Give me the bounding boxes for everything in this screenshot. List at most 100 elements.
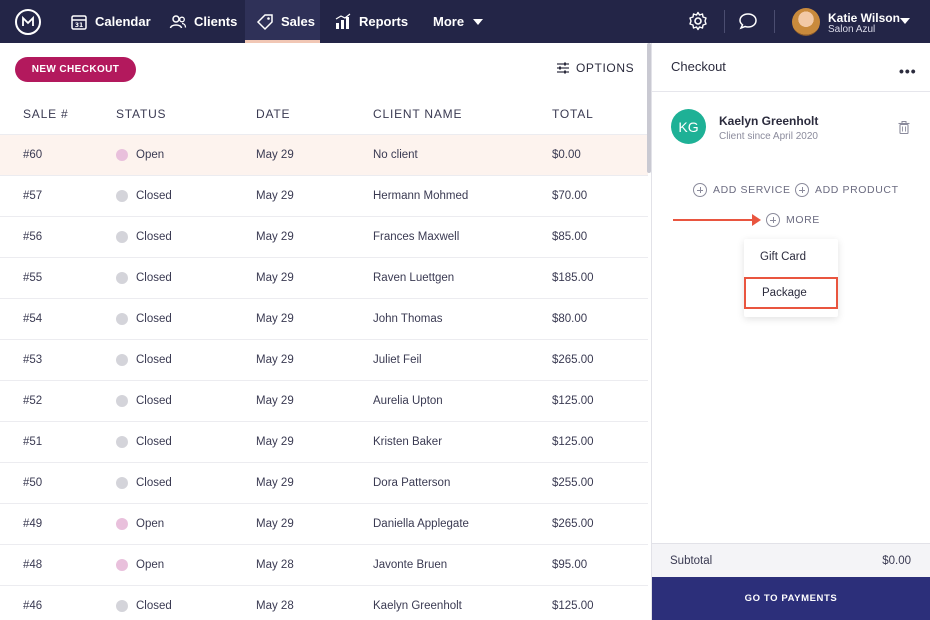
sale-total: $255.00 — [552, 477, 594, 489]
table-row[interactable]: #50 Closed May 29 Dora Patterson $255.00 — [0, 462, 648, 503]
chat-icon[interactable] — [738, 11, 758, 31]
nav-more[interactable]: More — [433, 0, 484, 43]
sale-number: #46 — [23, 600, 43, 612]
status-text: Closed — [136, 395, 172, 407]
status-dot-icon — [116, 436, 128, 448]
nav-more-label: More — [433, 14, 465, 29]
sale-total: $0.00 — [552, 149, 581, 161]
nav-clients[interactable]: Clients — [169, 0, 237, 43]
gear-icon[interactable] — [688, 11, 708, 31]
status-dot-icon — [116, 149, 128, 161]
more-label: MORE — [786, 214, 820, 226]
menu-item-package[interactable]: Package — [744, 277, 838, 309]
client-name-cell: Frances Maxwell — [373, 231, 460, 243]
status-text: Closed — [136, 231, 172, 243]
table-row[interactable]: #51 Closed May 29 Kristen Baker $125.00 — [0, 421, 648, 462]
client-avatar: KG — [671, 109, 706, 144]
table-row[interactable]: #60 Open May 29 No client $0.00 — [0, 134, 648, 175]
subtotal-bar: Subtotal $0.00 — [652, 543, 930, 577]
add-service-button[interactable]: ADD SERVICE — [693, 183, 791, 197]
column-header-date[interactable]: DATE — [256, 107, 291, 121]
sale-number: #51 — [23, 436, 43, 448]
sale-total: $85.00 — [552, 231, 588, 243]
sale-date: May 29 — [256, 149, 294, 161]
more-dropdown-menu: Gift Card Package — [744, 239, 838, 317]
scrollbar[interactable] — [647, 43, 651, 173]
sale-number: #56 — [23, 231, 43, 243]
sale-date: May 28 — [256, 600, 294, 612]
table-row[interactable]: #57 Closed May 29 Hermann Mohmed $70.00 — [0, 175, 648, 216]
table-row[interactable]: #54 Closed May 29 John Thomas $80.00 — [0, 298, 648, 339]
client-name-cell: Hermann Mohmed — [373, 190, 469, 202]
status-text: Closed — [136, 436, 172, 448]
new-checkout-button[interactable]: NEW CHECKOUT — [15, 57, 136, 82]
user-salon: Salon Azul — [828, 24, 876, 35]
add-service-label: ADD SERVICE — [713, 184, 791, 196]
nav-calendar-label: Calendar — [95, 14, 151, 29]
nav-sales-label: Sales — [281, 14, 315, 29]
sale-number: #49 — [23, 518, 43, 530]
nav-clients-label: Clients — [194, 14, 238, 29]
status-text: Closed — [136, 313, 172, 325]
table-row[interactable]: #49 Open May 29 Daniella Applegate $265.00 — [0, 503, 648, 544]
nav-separator — [724, 10, 725, 33]
app-logo-icon[interactable] — [15, 9, 41, 35]
status-text: Open — [136, 518, 165, 530]
table-row[interactable]: #56 Closed May 29 Frances Maxwell $85.00 — [0, 216, 648, 257]
client-name-cell: No client — [373, 149, 418, 161]
client-name[interactable]: Kaelyn Greenholt — [719, 114, 819, 128]
user-menu-caret-icon[interactable] — [900, 18, 910, 24]
status-text: Closed — [136, 272, 172, 284]
sale-number: #54 — [23, 313, 43, 325]
sale-date: May 29 — [256, 313, 294, 325]
table-row[interactable]: #46 Closed May 28 Kaelyn Greenholt $125.00 — [0, 585, 648, 620]
status-dot-icon — [116, 354, 128, 366]
add-product-button[interactable]: ADD PRODUCT — [795, 183, 899, 197]
plus-circle-icon — [766, 213, 780, 227]
sale-total: $265.00 — [552, 518, 594, 530]
sale-date: May 29 — [256, 518, 294, 530]
sale-number: #57 — [23, 190, 43, 202]
client-name-cell: Daniella Applegate — [373, 518, 469, 530]
table-row[interactable]: #55 Closed May 29 Raven Luettgen $185.00 — [0, 257, 648, 298]
user-avatar[interactable] — [792, 8, 820, 36]
options-button[interactable]: OPTIONS — [556, 61, 634, 75]
tag-icon — [256, 13, 273, 30]
sale-date: May 28 — [256, 559, 294, 571]
table-row[interactable]: #48 Open May 28 Javonte Bruen $95.00 — [0, 544, 648, 585]
status-dot-icon — [116, 313, 128, 325]
status-text: Closed — [136, 354, 172, 366]
nav-calendar[interactable]: 31 Calendar — [70, 0, 151, 43]
more-options-icon[interactable]: ••• — [899, 63, 917, 79]
trash-icon[interactable] — [898, 121, 910, 134]
table-row[interactable]: #52 Closed May 29 Aurelia Upton $125.00 — [0, 380, 648, 421]
sale-date: May 29 — [256, 477, 294, 489]
more-button[interactable]: MORE — [766, 213, 820, 227]
status-dot-icon — [116, 518, 128, 530]
go-to-payments-button[interactable]: GO TO PAYMENTS — [652, 577, 930, 620]
user-name[interactable]: Katie Wilson — [828, 11, 900, 25]
status-text: Open — [136, 559, 165, 571]
column-header-status[interactable]: STATUS — [116, 107, 167, 121]
menu-item-gift-card[interactable]: Gift Card — [760, 251, 807, 263]
status-dot-icon — [116, 477, 128, 489]
sale-date: May 29 — [256, 190, 294, 202]
client-name-cell: Kristen Baker — [373, 436, 443, 448]
client-name-cell: Dora Patterson — [373, 477, 451, 489]
column-header-total[interactable]: TOTAL — [552, 107, 594, 121]
nav-reports[interactable]: Reports — [334, 0, 408, 43]
subtotal-value: $0.00 — [882, 555, 911, 567]
checkout-title: Checkout — [671, 59, 726, 74]
column-header-client[interactable]: CLIENT NAME — [373, 107, 463, 121]
status-dot-icon — [116, 559, 128, 571]
nav-sales[interactable]: Sales — [245, 0, 320, 43]
sale-total: $80.00 — [552, 313, 588, 325]
client-name-cell: Kaelyn Greenholt — [373, 600, 462, 612]
sliders-icon — [557, 62, 569, 74]
sale-date: May 29 — [256, 436, 294, 448]
client-name-cell: John Thomas — [373, 313, 443, 325]
column-header-sale[interactable]: SALE # — [23, 107, 69, 121]
divider — [652, 91, 930, 92]
table-row[interactable]: #53 Closed May 29 Juliet Feil $265.00 — [0, 339, 648, 380]
status-text: Closed — [136, 600, 172, 612]
